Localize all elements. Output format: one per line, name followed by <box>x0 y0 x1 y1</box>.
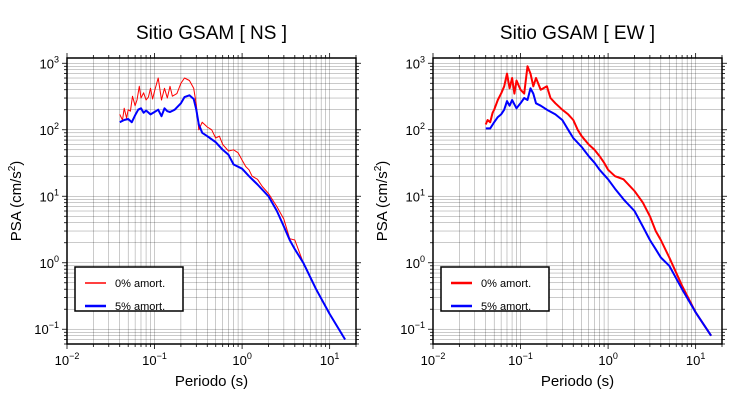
y-axis-label: PSA (cm/s2) <box>373 161 391 242</box>
x-tick-label: 101 <box>320 351 339 368</box>
y-tick-label: 102 <box>406 121 425 138</box>
x-tick-label: 100 <box>598 351 617 368</box>
plot-frame <box>432 57 723 345</box>
series-line-0 <box>119 77 346 340</box>
y-tick-label: 101 <box>40 187 59 204</box>
legend-label-1: 5% amort. <box>481 301 531 313</box>
tick-marks <box>62 53 361 349</box>
legend-label-0: 0% amort. <box>115 278 165 290</box>
legend-label-0: 0% amort. <box>481 278 531 290</box>
chart-title: Sitio GSAM [ EW ] <box>500 23 655 44</box>
series-line-1 <box>485 87 712 337</box>
y-tick-label: 100 <box>406 254 425 271</box>
tick-marks <box>428 53 727 349</box>
y-tick-label: 101 <box>406 187 425 204</box>
x-tick-label: 10−1 <box>142 351 167 368</box>
series-line-1 <box>119 94 346 341</box>
legend-label-1: 5% amort. <box>115 301 165 313</box>
y-tick-label: 103 <box>406 54 425 71</box>
x-tick-label: 10−1 <box>508 351 533 368</box>
y-tick-label: 100 <box>40 254 59 271</box>
y-tick-label: 103 <box>40 54 59 71</box>
y-tick-label: 10−1 <box>400 320 425 337</box>
x-tick-label: 101 <box>686 351 705 368</box>
y-tick-label: 10−1 <box>34 320 59 337</box>
legend-box <box>74 266 184 312</box>
x-tick-label: 10−2 <box>421 351 446 368</box>
x-tick-label: 100 <box>232 351 251 368</box>
legend: 0% amort. 5% amort. <box>74 266 184 313</box>
series-line-0 <box>484 65 712 337</box>
y-axis-label: PSA (cm/s2) <box>7 161 25 242</box>
chart-panel-1: 10−2 10−1 100 101 10−1 100 101 102 103 Sitio GSAM… <box>373 23 727 390</box>
plot-frame <box>66 57 357 345</box>
x-tick-label: 10−2 <box>55 351 80 368</box>
chart-panel-0: 10−2 10−1 100 101 10−1 100 101 102 103 Sitio GSAM… <box>7 23 361 390</box>
legend-box <box>440 266 550 312</box>
x-axis-label: Periodo (s) <box>175 373 248 390</box>
chart-title: Sitio GSAM [ NS ] <box>136 23 287 44</box>
legend: 0% amort. 5% amort. <box>440 266 550 313</box>
y-tick-label: 102 <box>40 121 59 138</box>
x-axis-label: Periodo (s) <box>541 373 614 390</box>
